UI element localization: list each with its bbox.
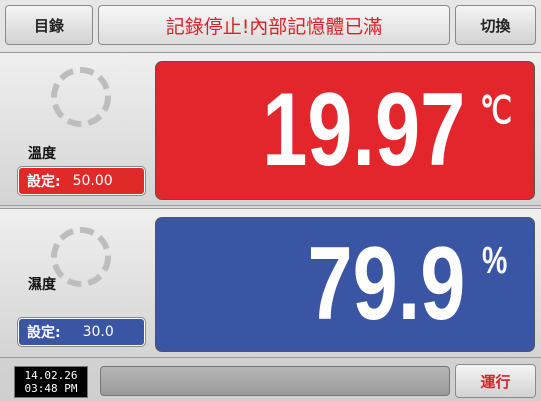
humidity-label: 濕度	[28, 277, 56, 293]
setpoint-value: 30.0	[82, 324, 114, 340]
temperature-value: 19.97	[261, 72, 465, 188]
status-bar	[100, 366, 450, 396]
humidity-value: 79.9	[307, 226, 465, 342]
humidity-display	[155, 217, 535, 352]
temperature-setpoint[interactable]: 設定: 50.00	[17, 166, 146, 196]
switch-button[interactable]: 切換	[455, 5, 536, 45]
temperature-label: 溫度	[28, 146, 56, 162]
run-button[interactable]: 運行	[455, 364, 536, 398]
time: 03:48 PM	[24, 382, 78, 395]
catalog-button[interactable]: 目錄	[5, 5, 93, 45]
humidity-unit: %	[482, 240, 508, 282]
temperature-unit: ℃	[480, 90, 513, 132]
status-message: 記錄停止!內部記憶體已滿	[98, 5, 450, 45]
setpoint-label: 設定:	[27, 174, 61, 190]
humidity-setpoint[interactable]: 設定: 30.0	[17, 317, 146, 347]
temperature-display	[155, 61, 535, 200]
spinner	[51, 227, 111, 287]
clock: 14.02.26 03:48 PM	[14, 366, 88, 398]
setpoint-label: 設定:	[27, 325, 61, 341]
date: 14.02.26	[24, 369, 78, 382]
setpoint-value: 50.00	[72, 173, 113, 189]
spinner	[51, 67, 111, 127]
